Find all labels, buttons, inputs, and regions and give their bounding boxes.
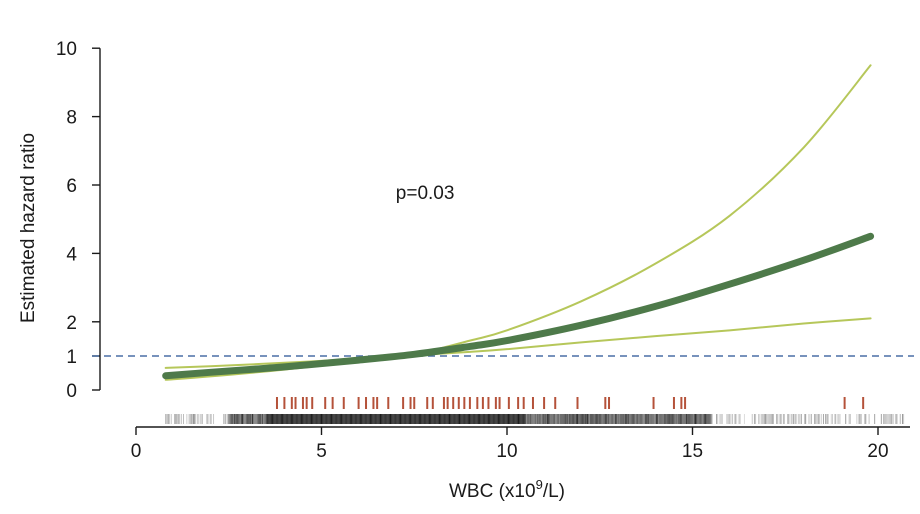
y-tick-label: 0	[66, 381, 77, 402]
x-tick-label: 20	[867, 441, 888, 462]
p-value-annotation: p=0.03	[396, 183, 455, 204]
y-tick-label: 2	[66, 313, 77, 334]
y-tick-label: 6	[66, 176, 77, 197]
observation-rug	[165, 414, 905, 424]
series-line-lower	[164, 317, 872, 369]
y-tick-label: 8	[66, 108, 77, 129]
x-tick-label: 0	[131, 441, 142, 462]
y-axis-title: Estimated hazard ratio	[18, 133, 39, 323]
series-line-upper	[164, 64, 872, 381]
x-axis-title: WBC (x109/L)	[449, 477, 565, 502]
x-axis-title-superscript: 9	[536, 477, 543, 492]
x-tick-label: 10	[496, 441, 517, 462]
y-tick-label: 10	[56, 39, 77, 60]
x-axis-title-main: WBC (x10	[449, 481, 536, 502]
y-tick-label: 1	[66, 347, 77, 368]
x-axis: 0 5 10 15 20	[131, 426, 910, 462]
y-axis: 0 1 2 4 6 8 10	[56, 39, 101, 402]
y-tick-label: 4	[66, 244, 77, 265]
event-rug	[275, 397, 865, 409]
x-axis-title-end: /L)	[543, 481, 565, 502]
series-line-estimate	[162, 232, 875, 380]
x-tick-label: 15	[682, 441, 703, 462]
series-layer	[162, 64, 875, 381]
x-tick-label: 5	[316, 441, 327, 462]
